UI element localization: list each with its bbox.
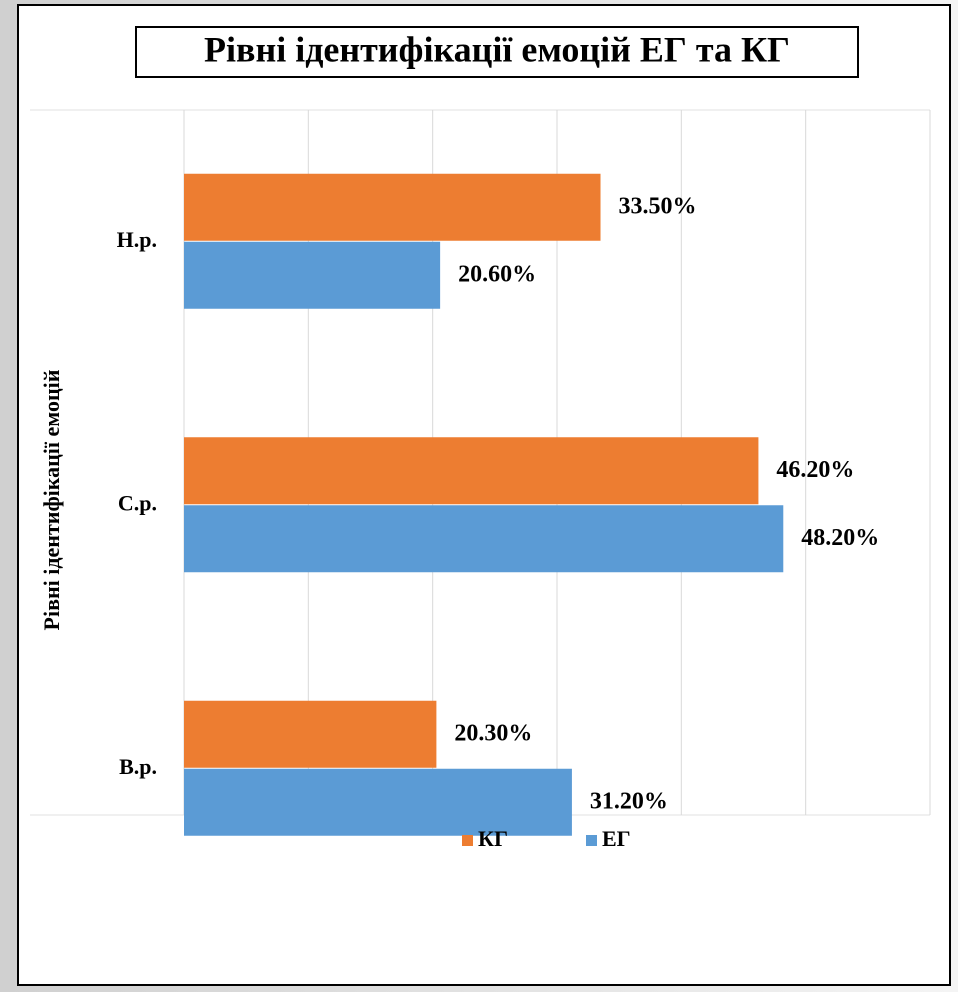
y-axis-title: Рівні ідентифікації емоцій bbox=[39, 369, 64, 630]
data-label: 46.20% bbox=[776, 457, 854, 483]
data-label: 48.20% bbox=[801, 525, 879, 551]
data-label: 31.20% bbox=[590, 788, 668, 814]
data-label: 20.60% bbox=[458, 261, 536, 287]
bar bbox=[184, 437, 759, 505]
bar bbox=[184, 768, 572, 836]
data-label: 20.30% bbox=[454, 720, 532, 746]
legend-swatch bbox=[462, 835, 473, 846]
bar bbox=[184, 173, 601, 241]
y-tick-label: С.р. bbox=[118, 490, 157, 515]
legend-swatch bbox=[586, 835, 597, 846]
chart-title: Рівні ідентифікації емоцій ЕГ та КГ bbox=[204, 29, 790, 69]
bar bbox=[184, 505, 784, 573]
y-tick-label: Н.р. bbox=[117, 227, 157, 252]
y-tick-label: В.р. bbox=[119, 754, 157, 779]
bar bbox=[184, 241, 441, 309]
data-label: 33.50% bbox=[619, 193, 697, 219]
legend-label: КГ bbox=[478, 826, 508, 851]
bar bbox=[184, 700, 437, 768]
title-box bbox=[135, 26, 859, 78]
legend-label: ЕГ bbox=[602, 826, 631, 851]
